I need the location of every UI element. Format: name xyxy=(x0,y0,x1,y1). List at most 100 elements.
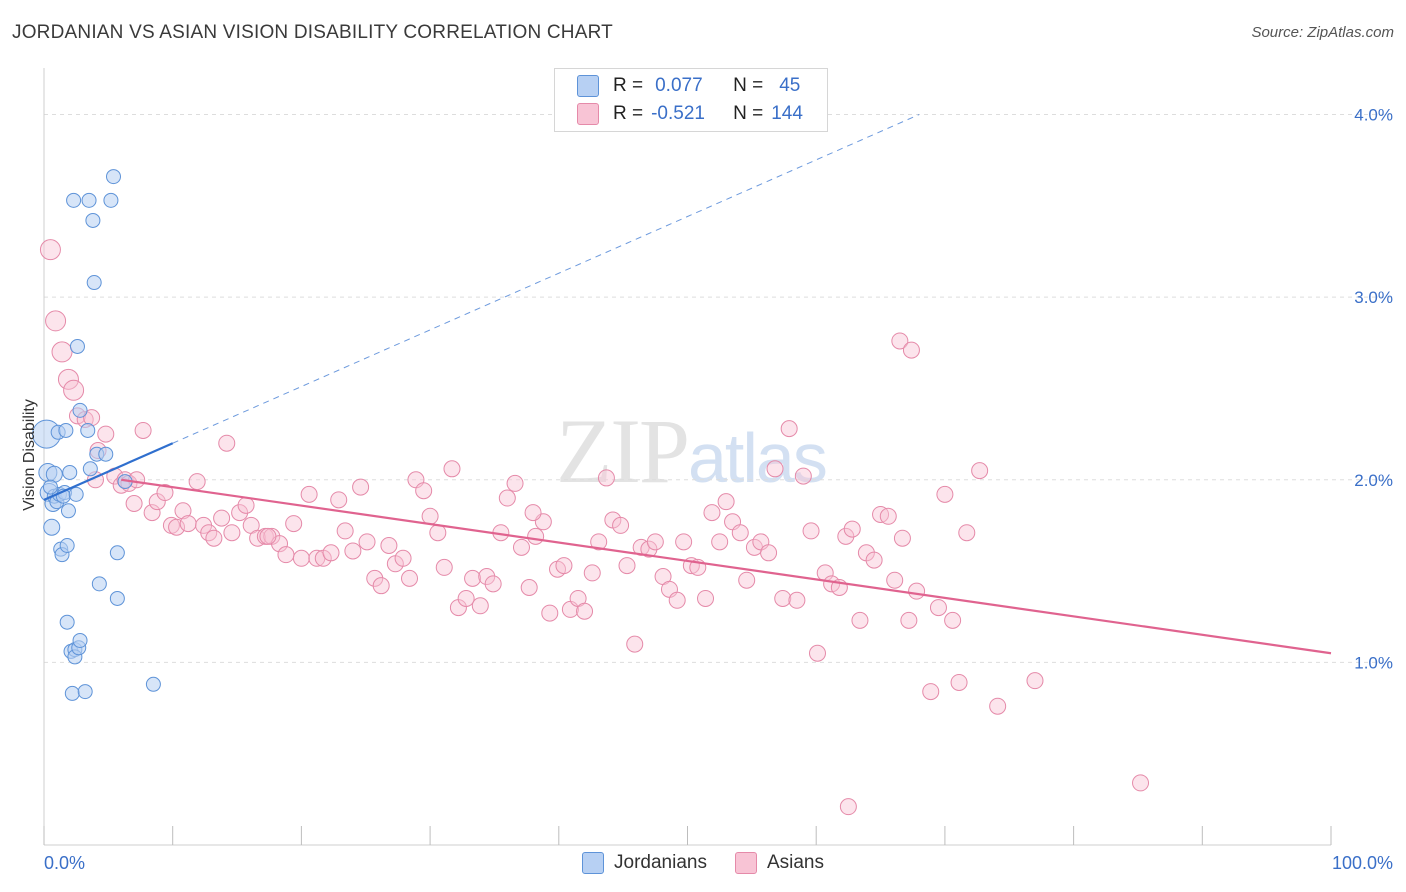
tick-labels: 1.0% 2.0% 3.0% 4.0% 0.0% 100.0% xyxy=(44,106,1393,873)
jordanians-point xyxy=(109,545,125,561)
asians-point xyxy=(626,635,644,653)
y-tick-label: 4.0% xyxy=(1354,106,1393,125)
asians-point xyxy=(45,310,67,332)
asians-point xyxy=(851,611,869,629)
x-tick-label: 0.0% xyxy=(44,853,85,873)
asians-point xyxy=(366,569,384,587)
asians-point xyxy=(512,538,530,556)
asians-point xyxy=(958,524,976,542)
asians-point xyxy=(429,524,447,542)
watermark-zip: ZIP xyxy=(556,400,690,502)
asians-point xyxy=(213,509,231,527)
jordanians-point xyxy=(81,192,97,208)
legend-swatch-asians xyxy=(734,852,757,874)
jordanians-point xyxy=(98,446,114,462)
asians-point xyxy=(97,425,115,443)
jordanians-point xyxy=(82,461,98,477)
asians-point xyxy=(886,571,904,589)
asians-point xyxy=(443,460,461,478)
legend-r-value: -0.521 xyxy=(651,103,705,124)
asians-point xyxy=(774,589,792,607)
asians-point xyxy=(527,527,545,545)
asians-point xyxy=(794,467,812,485)
legend-r-label: R = xyxy=(613,103,644,124)
legend-n-value: 45 xyxy=(779,75,801,96)
chart-title: JORDANIAN VS ASIAN VISION DISABILITY COR… xyxy=(12,22,613,43)
jordanians-point xyxy=(103,192,119,208)
asians-point xyxy=(205,529,223,547)
watermark: ZIPatlas xyxy=(556,398,828,504)
asians-point xyxy=(457,589,475,607)
jordanians-point xyxy=(62,464,78,480)
y-tick-label: 3.0% xyxy=(1354,288,1393,307)
asians-point xyxy=(464,569,482,587)
asians-point xyxy=(506,474,524,492)
asians-point xyxy=(879,507,897,525)
legend-n-label: N = xyxy=(733,103,764,124)
asians-point xyxy=(223,524,241,542)
asians-point xyxy=(929,599,947,617)
legend-label-asians: Asians xyxy=(766,852,824,873)
jordanians-point xyxy=(86,275,102,291)
asians-point xyxy=(1026,672,1044,690)
stats-legend: R = 0.077 N = 45 R = -0.521 N = 144 xyxy=(554,68,828,132)
asians-point xyxy=(63,379,85,401)
x-tick-label: 100.0% xyxy=(1332,853,1393,873)
jordanians-point xyxy=(105,169,121,185)
asians-point xyxy=(292,549,310,567)
legend-n-value: 144 xyxy=(771,103,803,124)
legend-label-jordanians: Jordanians xyxy=(614,852,707,873)
asians-point xyxy=(788,591,806,609)
asians-point xyxy=(344,542,362,560)
asians-point xyxy=(668,591,686,609)
asians-point xyxy=(231,504,249,522)
asians-point xyxy=(950,673,968,691)
asians-point xyxy=(478,568,496,586)
chart-source: Source: ZipAtlas.com xyxy=(1251,24,1394,41)
asians-point xyxy=(394,549,412,567)
legend-row-asians: R = -0.521 N = 144 xyxy=(577,101,803,127)
jordanians-points xyxy=(32,169,161,701)
asians-point xyxy=(971,462,989,480)
jordanians-point xyxy=(145,676,161,692)
jordanians-point xyxy=(80,422,96,438)
asians-point xyxy=(738,571,756,589)
asians-point xyxy=(471,597,489,615)
jordanians-point xyxy=(72,402,88,418)
asians-point xyxy=(731,524,749,542)
legend-item-jordanians: Jordanians xyxy=(582,852,707,874)
asians-point xyxy=(352,478,370,496)
asians-point xyxy=(646,533,664,551)
trend-lines xyxy=(43,114,1332,655)
jordanians-trend-extension xyxy=(172,114,920,444)
asians-point xyxy=(893,529,911,547)
asians-point xyxy=(57,368,79,390)
asians-point xyxy=(401,569,419,587)
asians-point xyxy=(156,484,174,502)
asians-point xyxy=(697,589,715,607)
asians-point xyxy=(520,579,538,597)
asians-point xyxy=(179,515,197,533)
asians-point xyxy=(143,504,161,522)
jordanians-point xyxy=(59,538,75,554)
jordanians-point xyxy=(72,632,88,648)
y-tick-label: 2.0% xyxy=(1354,471,1393,490)
asians-point xyxy=(541,604,559,622)
grid-lines xyxy=(44,114,1395,663)
jordanians-point xyxy=(69,338,85,354)
asians-point xyxy=(583,564,601,582)
asians-point xyxy=(39,239,61,261)
asians-point xyxy=(597,469,615,487)
asians-trend-line xyxy=(121,478,1332,655)
asians-point xyxy=(415,482,433,500)
asians-point xyxy=(675,533,693,551)
asians-point xyxy=(590,533,608,551)
jordanians-point xyxy=(66,192,82,208)
asians-point xyxy=(174,502,192,520)
asians-point xyxy=(322,544,340,562)
asians-point xyxy=(300,485,318,503)
asians-point xyxy=(780,420,798,438)
asians-point xyxy=(380,537,398,555)
asians-point xyxy=(555,557,573,575)
asians-point xyxy=(498,489,516,507)
